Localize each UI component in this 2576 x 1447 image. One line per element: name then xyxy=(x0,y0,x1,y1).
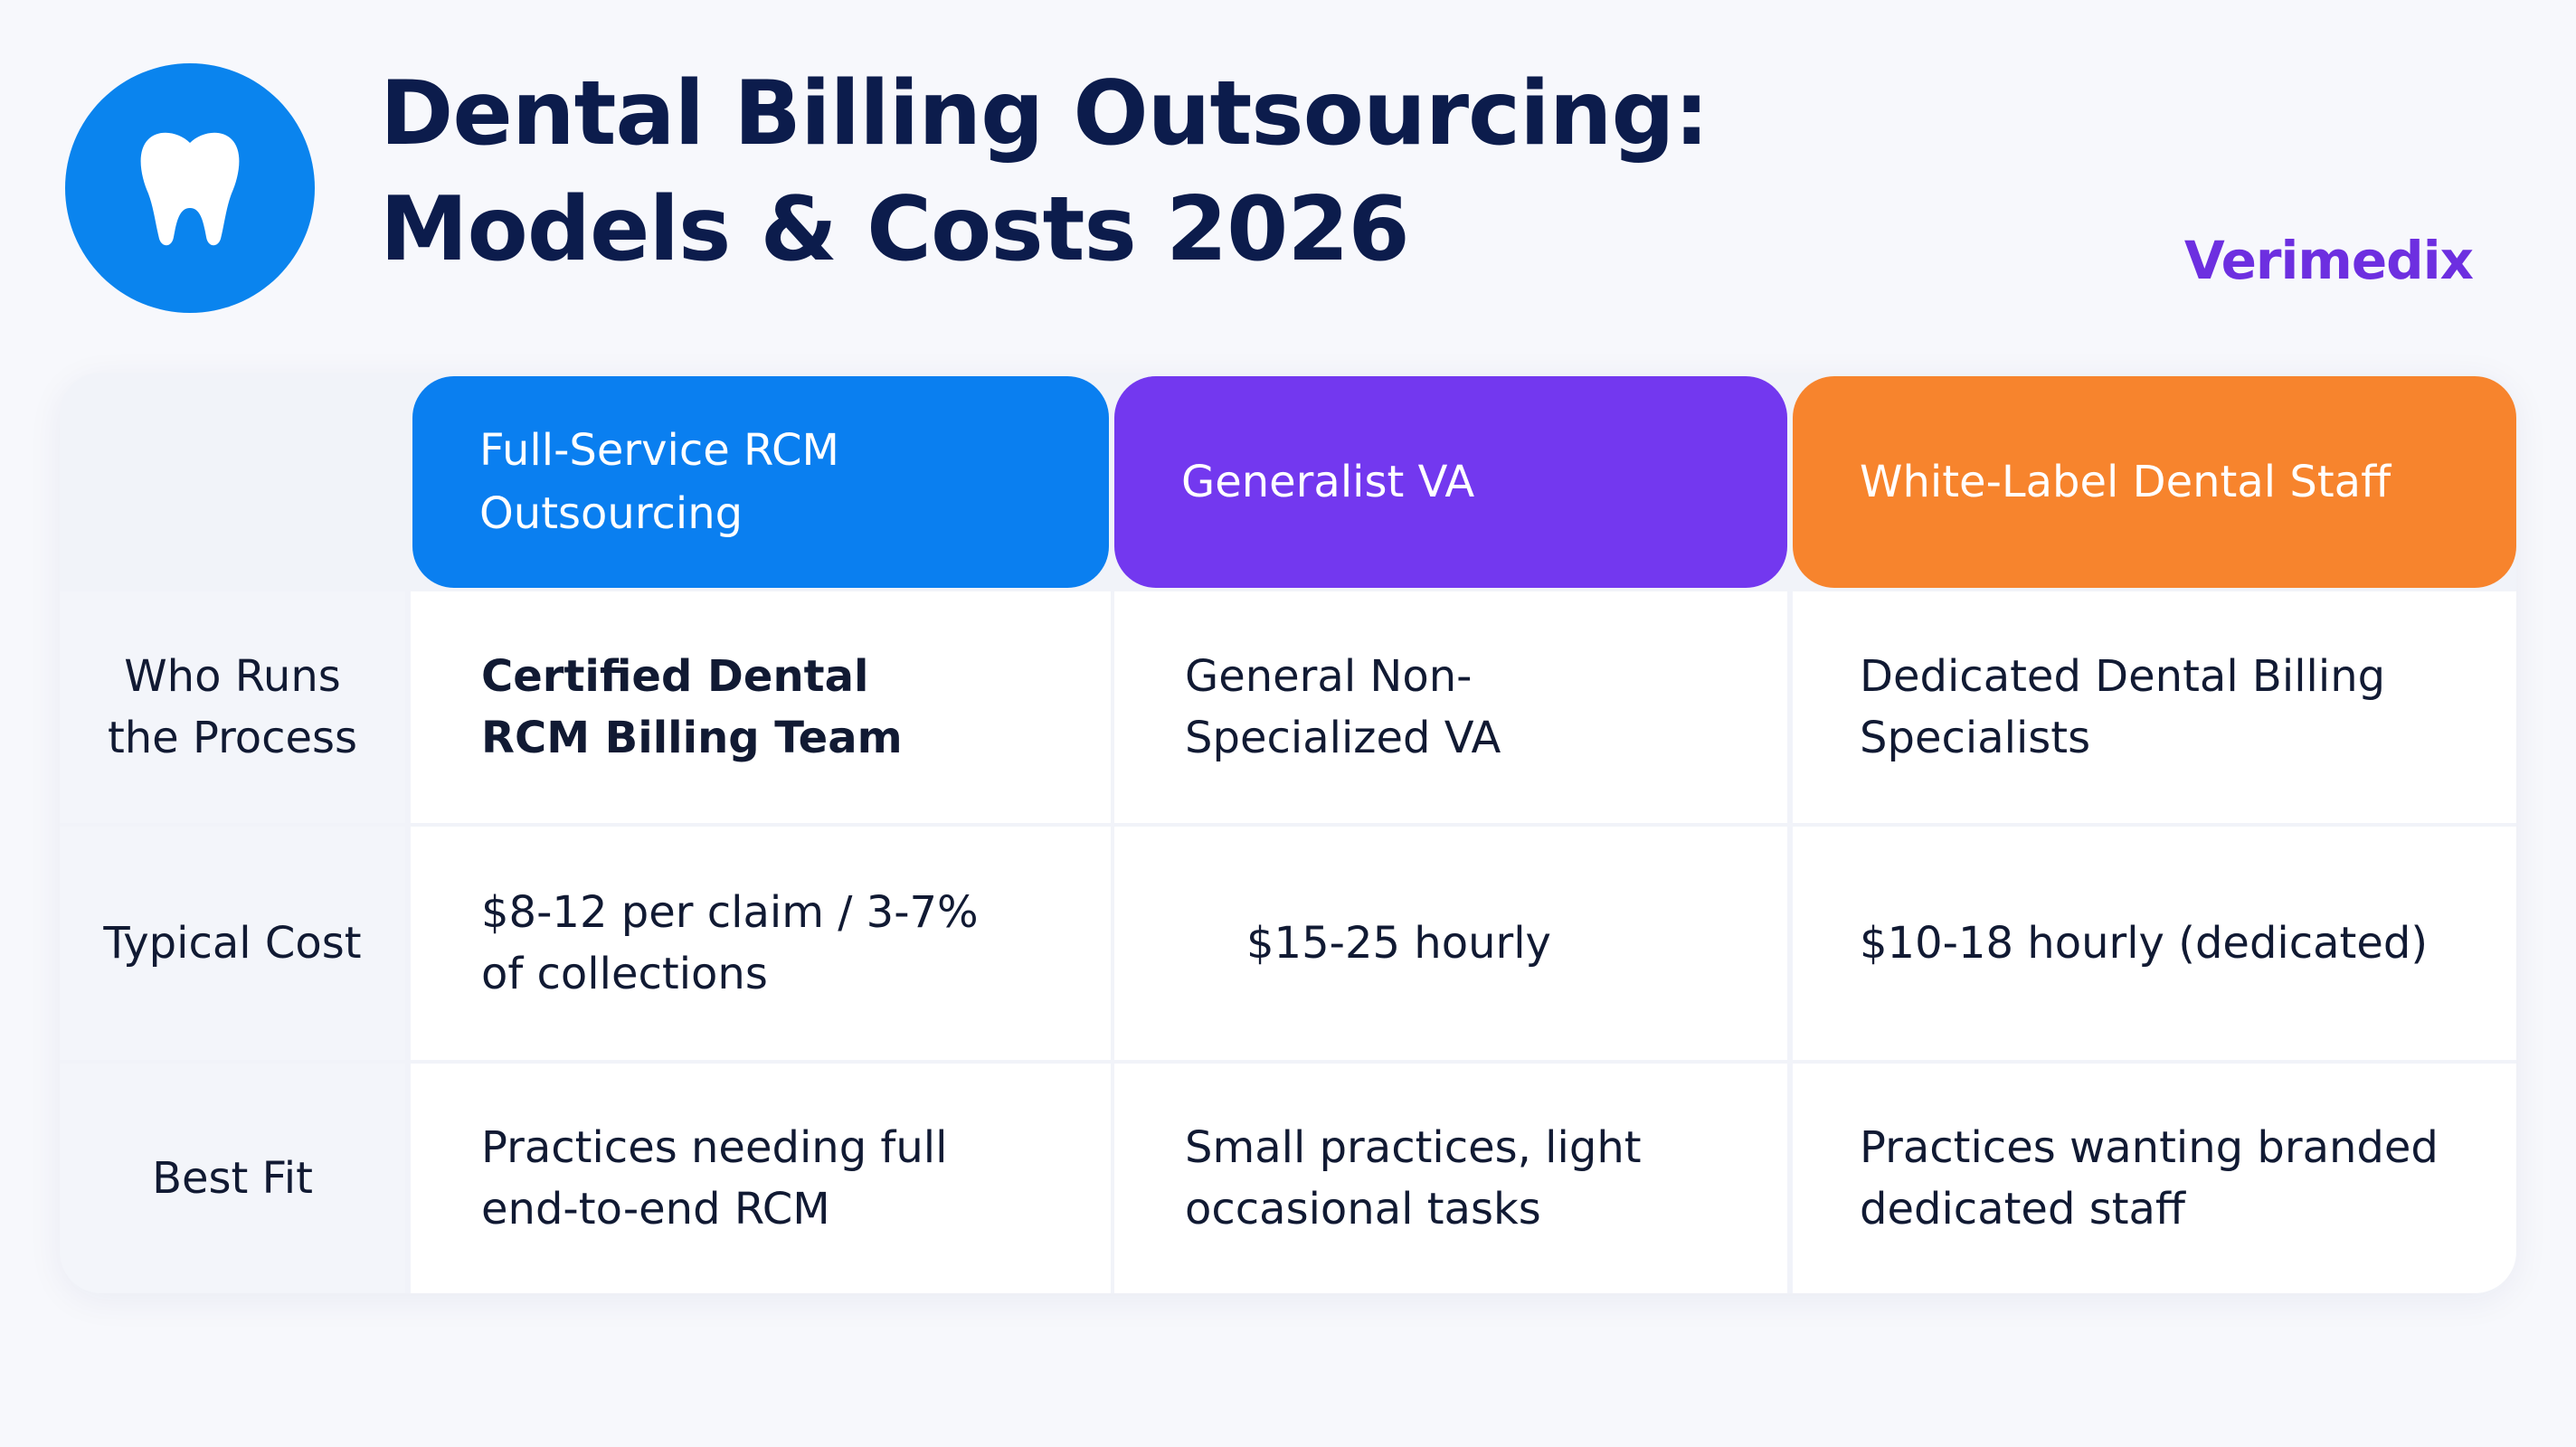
title-line-2: Models & Costs 2026 xyxy=(380,178,1410,281)
title-line-1: Dental Billing Outsourcing: xyxy=(380,62,1709,166)
table-cell: $10-18 hourly (dedicated) xyxy=(1793,827,2516,1060)
cell-text: $8-12 per claim / 3-7% of collections xyxy=(481,887,979,999)
table-row-typical-cost: Typical Cost $8-12 per claim / 3-7% of c… xyxy=(60,827,2516,1060)
table-cell: Certified Dental RCM Billing Team xyxy=(411,591,1111,823)
cell-text: Small practices, light occasional tasks xyxy=(1185,1122,1642,1234)
table-row-who-runs: Who Runs the Process Certified Dental RC… xyxy=(60,591,2516,823)
table-cell: General Non-Specialized VA xyxy=(1114,591,1787,823)
row-label-text: Typical Cost xyxy=(103,918,362,969)
table-row-best-fit: Best Fit Practices needing full end-to-e… xyxy=(60,1064,2516,1293)
row-label-text: Best Fit xyxy=(152,1153,313,1204)
cell-text: Practices wanting branded dedicated staf… xyxy=(1860,1122,2439,1234)
comparison-table: Full-Service RCM Outsourcing Generalist … xyxy=(60,373,2516,1293)
table-cell: Practices wanting branded dedicated staf… xyxy=(1793,1064,2516,1293)
page-title: Dental Billing Outsourcing: Models & Cos… xyxy=(380,56,1709,288)
column-header-generalist-va: Generalist VA xyxy=(1114,376,1787,588)
brand-name: Verimedix xyxy=(2183,230,2474,291)
table-cell: Small practices, light occasional tasks xyxy=(1114,1064,1787,1293)
row-label-text: Who Runs the Process xyxy=(107,651,358,763)
table-cell: Dedicated Dental Billing Specialists xyxy=(1793,591,2516,823)
cell-text: Certified Dental RCM Billing Team xyxy=(481,651,903,763)
cell-text: $10-18 hourly (dedicated) xyxy=(1860,918,2429,969)
table-cell: $15-25 hourly xyxy=(1114,827,1787,1060)
tooth-icon xyxy=(140,132,240,246)
table-cell: $8-12 per claim / 3-7% of collections xyxy=(411,827,1111,1060)
cell-text: General Non-Specialized VA xyxy=(1185,651,1501,763)
column-header-label: Generalist VA xyxy=(1181,457,1475,507)
column-header-label: White-Label Dental Staff xyxy=(1860,457,2391,507)
table-cell: Practices needing full end-to-end RCM xyxy=(411,1064,1111,1293)
row-label: Best Fit xyxy=(60,1064,405,1293)
column-header-label: Full-Service RCM Outsourcing xyxy=(479,425,839,539)
column-header-full-service-rcm: Full-Service RCM Outsourcing xyxy=(412,376,1109,588)
row-label: Who Runs the Process xyxy=(60,591,405,823)
logo xyxy=(65,63,315,313)
column-header-white-label-staff: White-Label Dental Staff xyxy=(1793,376,2516,588)
row-label: Typical Cost xyxy=(60,827,405,1060)
cell-text: $15-25 hourly xyxy=(1246,918,1551,969)
cell-text: Practices needing full end-to-end RCM xyxy=(481,1122,948,1234)
cell-text: Dedicated Dental Billing Specialists xyxy=(1860,651,2386,763)
